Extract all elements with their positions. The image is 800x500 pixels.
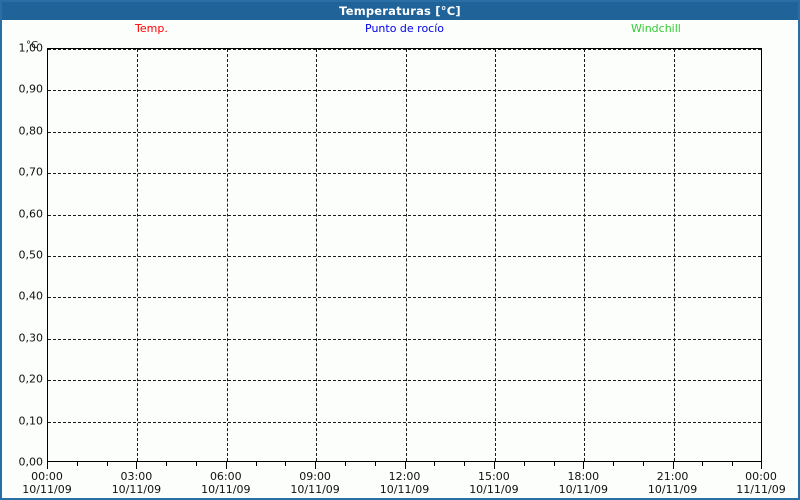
- gridline-horizontal: [48, 421, 761, 423]
- y-tick-label: 0,90: [18, 82, 44, 96]
- gridline-vertical: [316, 49, 318, 461]
- x-tick-label: 18:00 10/11/09: [558, 470, 608, 496]
- gridline-vertical: [494, 49, 496, 461]
- y-axis-labels: 1,00 0,90 0,80 0,70 0,60 0,50 0,40 0,30 …: [2, 42, 44, 469]
- gridline-vertical: [584, 49, 586, 461]
- gridline-horizontal: [48, 256, 761, 257]
- gridline-horizontal: [48, 131, 761, 133]
- y-tick-label: 1,00: [18, 41, 44, 55]
- x-tick-minor: [702, 462, 704, 466]
- x-tick-minor: [613, 462, 614, 466]
- x-tick-minor: [553, 462, 555, 466]
- plot-wrapper: [47, 48, 762, 462]
- y-tick-label: 0,50: [18, 248, 44, 262]
- x-tick-minor: [255, 462, 257, 466]
- x-tick-major: [404, 462, 406, 469]
- x-tick-label: 03:00 10/11/09: [111, 470, 162, 496]
- gridline-vertical: [226, 49, 228, 461]
- x-tick-minor: [434, 462, 436, 466]
- x-tick-major: [672, 462, 674, 469]
- x-tick-major: [493, 462, 495, 469]
- y-tick-label: 0,10: [18, 414, 44, 428]
- gridline-vertical: [673, 49, 675, 461]
- x-axis-labels: 00:00 10/11/09 03:00 10/11/09 06:00 10/11/0…: [2, 470, 798, 498]
- window-titlebar: Temperaturas [°C]: [2, 2, 798, 20]
- gridline-horizontal: [48, 338, 761, 340]
- gridline-horizontal: [48, 380, 761, 382]
- gridline-vertical: [405, 49, 407, 461]
- x-tick-major: [136, 462, 138, 469]
- x-tick-minor: [166, 462, 168, 466]
- x-tick-minor: [196, 462, 197, 466]
- legend-windchill[interactable]: Windchill: [631, 22, 681, 35]
- plot-area[interactable]: [47, 48, 762, 462]
- gridline-horizontal: [48, 214, 761, 216]
- legend-dew-point[interactable]: Punto de rocío: [365, 22, 445, 35]
- x-tick-major: [225, 462, 227, 469]
- gridline-vertical: [137, 49, 139, 461]
- x-tick-label: 00:00 11/11/09: [736, 470, 786, 496]
- x-tick-minor: [642, 462, 644, 466]
- x-tick-minor: [344, 462, 346, 466]
- x-tick-label: 06:00 10/11/09: [201, 470, 251, 496]
- y-tick-label: 0,40: [18, 289, 44, 303]
- x-tick-label: 12:00 10/11/09: [379, 470, 430, 496]
- x-tick-label: 00:00 10/11/09: [22, 470, 72, 496]
- chart-legend: Temp. Punto de rocío Windchill: [2, 22, 798, 40]
- x-tick-minor: [464, 462, 466, 466]
- series-canvas: [48, 49, 762, 462]
- y-tick-label: 0,70: [18, 165, 44, 179]
- gridline-horizontal: [48, 90, 761, 92]
- y-tick-label: 0,30: [18, 331, 44, 345]
- x-tick-major: [761, 462, 762, 469]
- gridline-horizontal: [48, 297, 761, 299]
- y-axis-unit-label: °C: [26, 40, 38, 51]
- x-tick-minor: [374, 462, 376, 466]
- y-tick-label: 0,20: [18, 372, 44, 386]
- x-axis-ticks: [47, 462, 762, 472]
- x-tick-label: 21:00 10/11/09: [647, 470, 698, 496]
- gridline-horizontal: [48, 49, 761, 50]
- x-tick-label: 09:00 10/11/09: [290, 470, 340, 496]
- x-tick-minor: [523, 462, 525, 466]
- y-tick-label: 0,00: [18, 455, 44, 469]
- x-tick-minor: [76, 462, 78, 466]
- x-tick-label: 15:00 10/11/09: [469, 470, 519, 496]
- x-tick-major: [315, 462, 317, 469]
- x-tick-minor: [106, 462, 108, 466]
- y-tick-label: 0,60: [18, 207, 44, 221]
- page-title: Temperaturas [°C]: [339, 4, 461, 18]
- x-tick-minor: [285, 462, 287, 466]
- x-tick-major: [583, 462, 585, 469]
- y-tick-label: 0,80: [18, 124, 44, 138]
- legend-temp[interactable]: Temp.: [135, 22, 168, 35]
- x-tick-major: [47, 462, 48, 469]
- x-tick-minor: [732, 462, 734, 466]
- gridline-horizontal: [48, 173, 761, 175]
